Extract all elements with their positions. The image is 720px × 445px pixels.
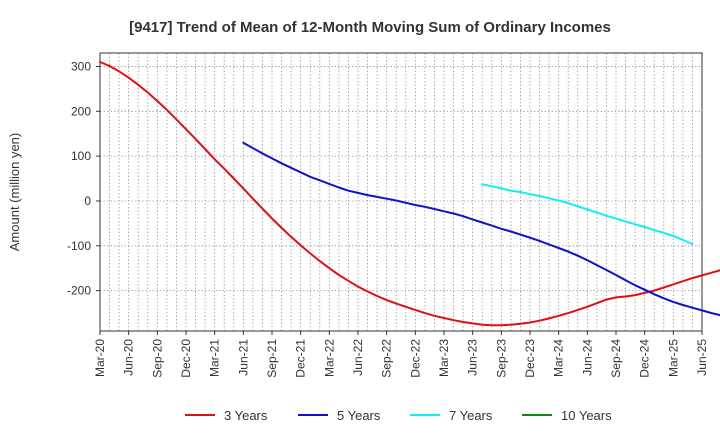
x-tick-label: Mar-22: [322, 339, 336, 377]
x-tick-label: Jun-23: [466, 339, 480, 376]
x-tick-label: Mar-20: [93, 339, 107, 377]
x-tick-label: Sep-21: [265, 339, 279, 378]
x-tick-label: Sep-23: [494, 339, 508, 378]
legend: 3 Years 5 Years 7 Years 10 Years: [185, 408, 612, 423]
x-tick-label: Jun-25: [695, 339, 709, 376]
legend-label-10-years: 10 Years: [561, 408, 612, 423]
y-tick-label: -200: [67, 284, 91, 298]
legend-label-5-years: 5 Years: [337, 408, 381, 423]
x-tick-label: Sep-24: [609, 339, 623, 378]
y-axis-label: Amount (million yen): [7, 133, 22, 252]
series-line-5-years: [242, 141, 720, 317]
series-line-3-years: [99, 61, 720, 327]
legend-label-3-years: 3 Years: [224, 408, 268, 423]
x-tick-label: Jun-24: [580, 339, 594, 376]
x-tick-label: Mar-21: [208, 339, 222, 377]
axes: 300 200 100 0 -100 -200 Mar-20 Jun-20 Sep-20 Dec-…: [67, 52, 709, 378]
y-tick-label: 0: [84, 194, 91, 208]
y-tick-label: -100: [67, 239, 91, 253]
chart-title: [9417] Trend of Mean of 12-Month Moving …: [129, 19, 611, 36]
y-tick-label: 100: [71, 149, 91, 163]
x-tick-label: Sep-20: [150, 339, 164, 378]
grid-lines: [100, 53, 702, 331]
x-tick-label: Jun-21: [236, 339, 250, 376]
x-tick-label: Dec-23: [523, 339, 537, 378]
x-tick-label: Jun-22: [351, 339, 365, 376]
legend-label-7-years: 7 Years: [449, 408, 493, 423]
x-tick-label: Dec-24: [638, 339, 652, 378]
x-tick-label: Dec-20: [179, 339, 193, 378]
x-tick-label: Dec-21: [294, 339, 308, 378]
plot-frame: [99, 52, 703, 332]
x-tick-label: Jun-20: [122, 339, 136, 376]
x-tick-label: Mar-24: [552, 339, 566, 377]
series-lines: [99, 61, 720, 327]
y-tick-label: 300: [71, 59, 91, 73]
x-tick-label: Mar-25: [666, 339, 680, 377]
y-tick-label: 200: [71, 104, 91, 118]
x-tick-label: Dec-22: [408, 339, 422, 378]
x-tick-label: Mar-23: [437, 339, 451, 377]
x-tick-label: Sep-22: [380, 339, 394, 378]
series-line-7-years: [481, 183, 694, 245]
